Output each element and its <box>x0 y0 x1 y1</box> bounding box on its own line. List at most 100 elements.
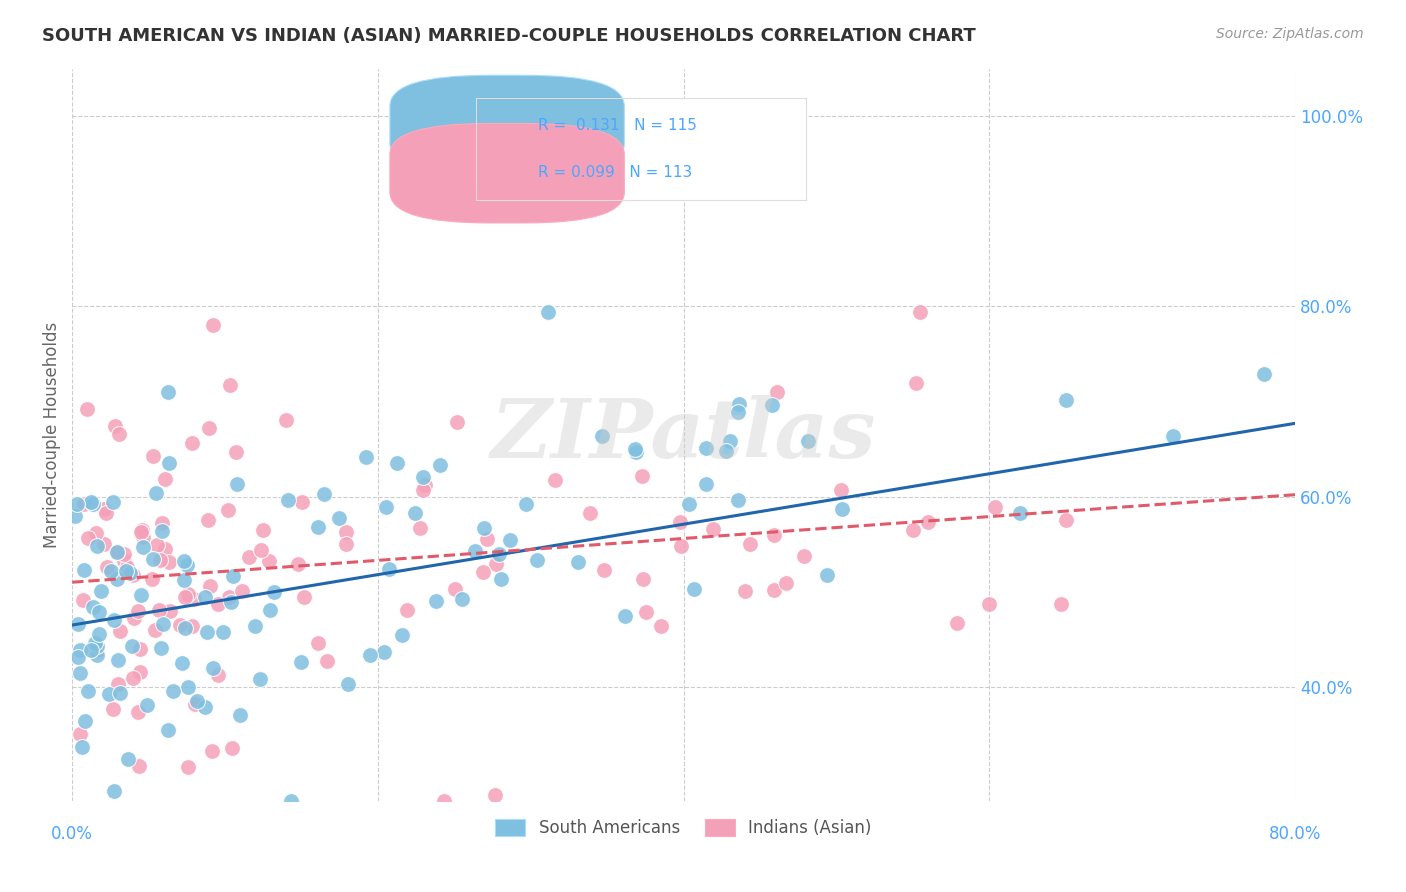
Point <box>127 604 149 618</box>
Point <box>131 523 153 537</box>
Point <box>219 595 242 609</box>
Text: Source: ZipAtlas.com: Source: ZipAtlas.com <box>1216 27 1364 41</box>
Point <box>150 524 173 539</box>
Point <box>148 603 170 617</box>
Point <box>70 739 93 754</box>
Point <box>97 687 120 701</box>
Point <box>157 555 180 569</box>
Point <box>373 645 395 659</box>
Point <box>72 563 94 577</box>
Point <box>727 405 749 419</box>
Point <box>1054 513 1077 527</box>
Point <box>86 539 108 553</box>
Text: SOUTH AMERICAN VS INDIAN (ASIAN) MARRIED-COUPLE HOUSEHOLDS CORRELATION CHART: SOUTH AMERICAN VS INDIAN (ASIAN) MARRIED… <box>42 27 976 45</box>
Point <box>129 642 152 657</box>
Point <box>579 507 602 521</box>
Point <box>115 559 138 574</box>
Point <box>276 413 298 427</box>
Point <box>152 617 174 632</box>
Point <box>101 494 124 508</box>
Point <box>73 497 96 511</box>
Point <box>229 707 252 722</box>
Point <box>132 530 155 544</box>
Point <box>211 624 233 639</box>
Point <box>207 668 229 682</box>
Point <box>197 420 219 434</box>
Point <box>72 593 94 607</box>
Point <box>117 752 139 766</box>
Point <box>901 523 924 537</box>
Point <box>412 470 434 484</box>
Point <box>537 305 560 319</box>
Point <box>336 677 359 691</box>
Point <box>170 657 193 671</box>
Point <box>122 567 145 582</box>
Point <box>194 590 217 604</box>
Point <box>591 428 613 442</box>
Point <box>631 469 654 483</box>
Point <box>176 558 198 573</box>
Y-axis label: Married-couple Households: Married-couple Households <box>44 322 60 548</box>
Point <box>218 591 240 605</box>
Point <box>177 587 200 601</box>
Point <box>280 794 302 808</box>
Point <box>238 549 260 564</box>
Point <box>359 648 381 663</box>
Point <box>93 501 115 516</box>
Point <box>425 594 447 608</box>
Point <box>429 458 451 472</box>
Point <box>593 563 616 577</box>
Point <box>544 473 567 487</box>
Point <box>1050 598 1073 612</box>
Point <box>202 318 225 332</box>
Point <box>69 665 91 680</box>
Point <box>129 665 152 680</box>
Point <box>150 516 173 530</box>
Point <box>515 497 537 511</box>
Point <box>633 572 655 586</box>
Point <box>738 537 761 551</box>
Point <box>148 553 170 567</box>
Point <box>526 553 548 567</box>
Point <box>156 384 179 399</box>
Point <box>218 377 240 392</box>
Point <box>489 573 512 587</box>
Point <box>446 415 468 429</box>
Point <box>197 625 219 640</box>
Point <box>124 611 146 625</box>
Point <box>1054 393 1077 408</box>
Point <box>121 639 143 653</box>
Point <box>82 497 104 511</box>
Point <box>77 684 100 698</box>
Point <box>157 723 180 737</box>
Point <box>127 705 149 719</box>
Point <box>69 727 91 741</box>
Point <box>292 591 315 605</box>
Point <box>624 444 647 458</box>
Point <box>142 552 165 566</box>
Point <box>177 680 200 694</box>
Point <box>475 533 498 547</box>
Point <box>149 640 172 655</box>
Point <box>263 585 285 599</box>
Point <box>105 572 128 586</box>
Point <box>290 655 312 669</box>
Point <box>412 483 434 498</box>
Point <box>727 493 749 508</box>
Point <box>103 702 125 716</box>
Point <box>222 569 245 583</box>
Point <box>226 477 249 491</box>
Point <box>484 788 506 802</box>
Point <box>793 549 815 563</box>
Point <box>69 643 91 657</box>
Point <box>73 714 96 729</box>
Point <box>87 627 110 641</box>
Point <box>128 758 150 772</box>
Text: ZIPatlas: ZIPatlas <box>491 395 876 475</box>
Point <box>89 605 111 619</box>
Point <box>86 639 108 653</box>
Point <box>259 603 281 617</box>
Point <box>105 545 128 559</box>
Point <box>385 456 408 470</box>
Legend: South Americans, Indians (Asian): South Americans, Indians (Asian) <box>489 813 879 844</box>
